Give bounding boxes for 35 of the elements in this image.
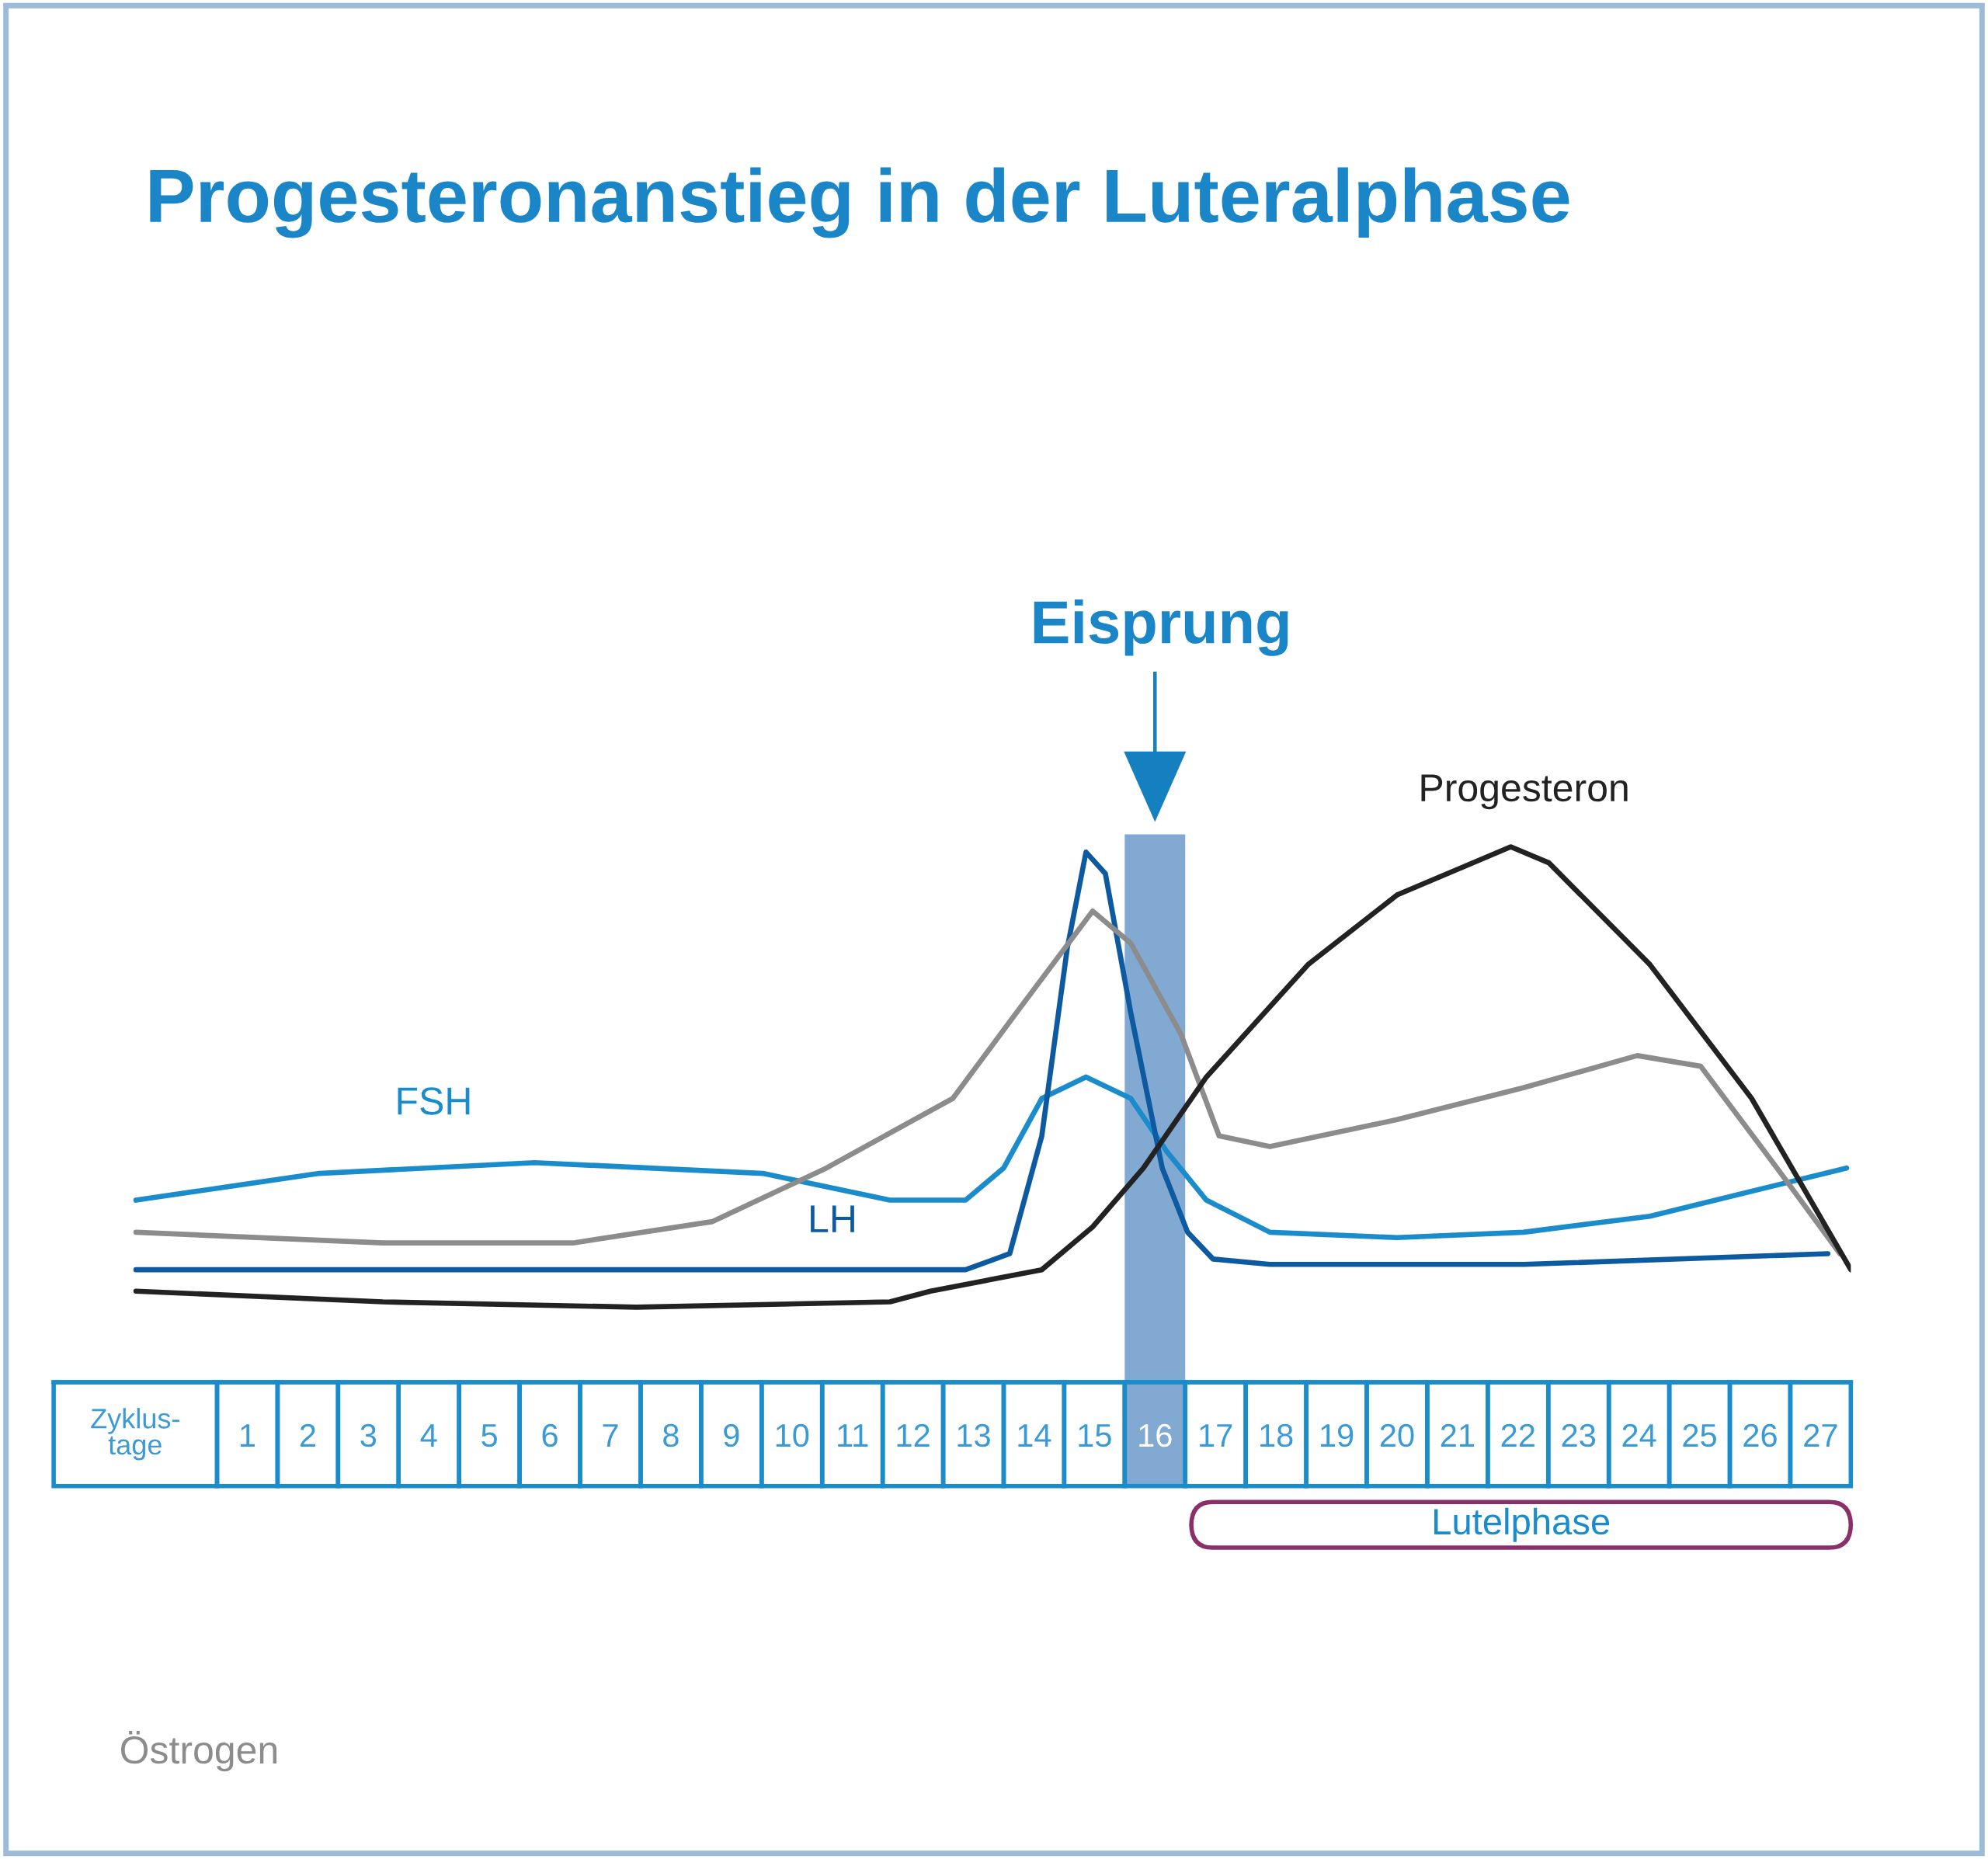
x-axis-title: Zyklus- tage bbox=[91, 1408, 179, 1461]
series-label: FSH bbox=[398, 1087, 470, 1115]
chart-title: Progesteronanstieg in der Luteralphase bbox=[150, 167, 1569, 238]
x-tick-label: 5 bbox=[481, 1424, 497, 1447]
x-tick-label: 6 bbox=[542, 1423, 558, 1447]
x-tick-label: 11 bbox=[838, 1424, 868, 1447]
x-tick-label: 2 bbox=[300, 1423, 315, 1447]
text: Östrogen bbox=[120, 1731, 277, 1772]
x-tick-label: 8 bbox=[663, 1423, 679, 1447]
x-tick-label: 13 bbox=[958, 1423, 990, 1447]
text: Lutelphase bbox=[1434, 1507, 1610, 1542]
x-tick-label: 16 bbox=[1139, 1423, 1172, 1447]
x-tick-label: 24 bbox=[1622, 1423, 1656, 1447]
x-tick-label: 25 bbox=[1683, 1423, 1716, 1447]
x-tick-label: 23 bbox=[1562, 1423, 1596, 1447]
x-tick-label: 14 bbox=[1018, 1424, 1051, 1447]
x-tick-label: 12 bbox=[897, 1423, 930, 1447]
x-tick-label: 17 bbox=[1200, 1424, 1232, 1447]
x-tick-label: 15 bbox=[1079, 1424, 1111, 1447]
series-label: Progesteron bbox=[1421, 774, 1628, 810]
series-label: LH bbox=[811, 1205, 854, 1232]
x-tick-label: 7 bbox=[603, 1424, 618, 1447]
x-tick-label: 20 bbox=[1380, 1423, 1414, 1447]
x-tick-label: 21 bbox=[1441, 1423, 1475, 1447]
x-tick-label: 1 bbox=[241, 1424, 255, 1447]
x-tick-label: 3 bbox=[360, 1423, 377, 1447]
x-tick-label: 4 bbox=[420, 1424, 437, 1447]
text: Eisprung bbox=[1034, 599, 1288, 656]
x-tick-label: 26 bbox=[1743, 1423, 1777, 1447]
x-tick-label: 19 bbox=[1321, 1423, 1354, 1447]
x-tick-label: 22 bbox=[1501, 1423, 1534, 1447]
x-tick-label: 18 bbox=[1260, 1423, 1293, 1447]
x-tick-label: 27 bbox=[1804, 1423, 1837, 1447]
x-tick-label: 10 bbox=[776, 1423, 809, 1447]
x-tick-label: 9 bbox=[724, 1423, 739, 1447]
